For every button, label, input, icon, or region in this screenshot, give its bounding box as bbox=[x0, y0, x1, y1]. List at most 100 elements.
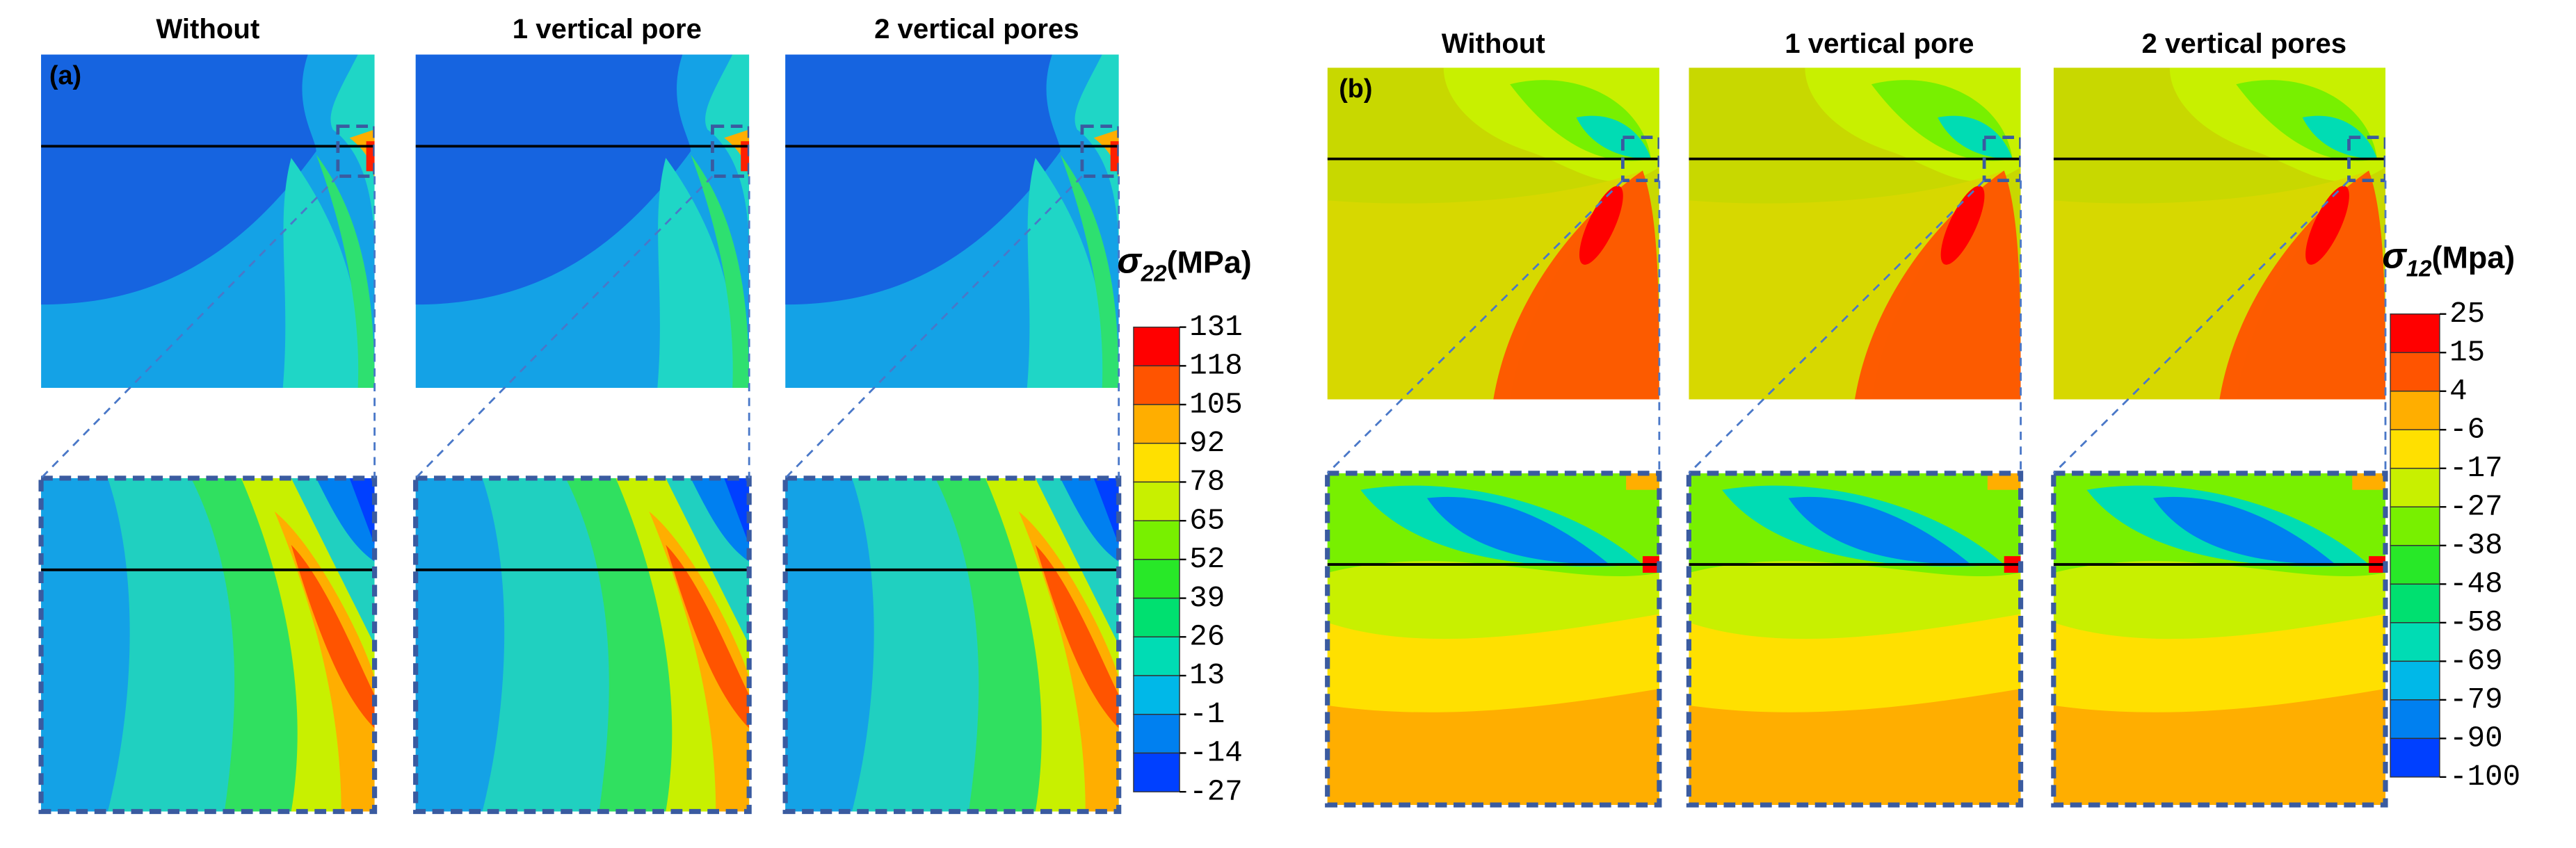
column-title: Without bbox=[1442, 28, 1545, 59]
contour bbox=[785, 478, 1119, 812]
legend-swatch bbox=[1133, 520, 1180, 560]
legend-title: σ12(Mpa) bbox=[2382, 236, 2515, 282]
zoom-plot bbox=[2051, 471, 2388, 808]
legend-swatch bbox=[2390, 506, 2440, 546]
legend-swatch bbox=[1133, 714, 1180, 754]
legend-tick-label: 92 bbox=[1189, 427, 1225, 460]
column-title: 2 vertical pores bbox=[874, 13, 1079, 44]
zoom-box bbox=[711, 124, 750, 178]
contour bbox=[785, 54, 1119, 389]
legend-swatch bbox=[2390, 352, 2440, 392]
contour-plot bbox=[2053, 67, 2385, 400]
legend-unit: (MPa) bbox=[1167, 245, 1252, 280]
legend-swatch bbox=[2390, 583, 2440, 623]
connector bbox=[2052, 179, 2350, 474]
legend-swatch bbox=[2390, 468, 2440, 508]
legend-tick-label: -6 bbox=[2449, 414, 2485, 447]
legend-swatch bbox=[2390, 429, 2440, 469]
zoom-clip bbox=[785, 478, 1119, 812]
zoom-border bbox=[38, 475, 378, 815]
zoom-border bbox=[2051, 471, 2388, 808]
legend-swatch bbox=[2390, 313, 2440, 353]
panels: Without 1 vertical pore 2 vertical pores (a… bbox=[38, 13, 2520, 815]
legend-swatch bbox=[1133, 559, 1180, 599]
contour bbox=[415, 54, 750, 389]
contour-plot bbox=[1327, 67, 1659, 400]
legend-tick-label: 13 bbox=[1189, 659, 1225, 692]
contour bbox=[415, 478, 750, 812]
legend-swatch bbox=[1133, 365, 1180, 405]
zoom-box bbox=[336, 124, 375, 178]
legend-swatch bbox=[1133, 326, 1180, 367]
zoom-clip bbox=[41, 478, 375, 812]
legend-tick-label: -17 bbox=[2449, 452, 2503, 485]
panel: Without 1 vertical pore 2 vertical pores (a… bbox=[38, 13, 1252, 815]
legend-tick-label: -27 bbox=[1189, 775, 1243, 808]
contour-plot bbox=[415, 54, 750, 389]
legend-tick-label: -27 bbox=[2449, 491, 2503, 524]
legend-tick-label: 4 bbox=[2449, 375, 2468, 408]
zoom-plot bbox=[1325, 471, 1662, 808]
contour bbox=[2053, 67, 2385, 400]
legend-tick-label: -69 bbox=[2449, 645, 2503, 678]
legend-swatch bbox=[2390, 737, 2440, 778]
contour-plot bbox=[41, 54, 375, 389]
zoom-plot bbox=[38, 475, 378, 815]
legend-symbol: σ bbox=[2382, 236, 2408, 277]
legend-swatch bbox=[1133, 675, 1180, 715]
column-title: 1 vertical pore bbox=[513, 13, 702, 44]
legend-swatch bbox=[2390, 391, 2440, 430]
panel-label: (b) bbox=[1339, 74, 1372, 104]
legend-tick-label: -48 bbox=[2449, 568, 2503, 601]
legend-swatch bbox=[2390, 622, 2440, 662]
legend-tick-label: 26 bbox=[1189, 621, 1225, 654]
legend-swatch bbox=[2390, 699, 2440, 740]
legend-unit: (Mpa) bbox=[2432, 240, 2515, 275]
zoom-box bbox=[1080, 124, 1119, 178]
legend-tick-label: -38 bbox=[2449, 529, 2503, 562]
legend-tick-label: 131 bbox=[1189, 311, 1243, 344]
legend-swatch bbox=[1133, 636, 1180, 676]
legend-tick-label: -90 bbox=[2449, 722, 2503, 756]
contour-plot bbox=[785, 54, 1119, 389]
zoom-border bbox=[782, 475, 1122, 815]
zoom-border bbox=[413, 475, 752, 815]
legend-swatch bbox=[1133, 443, 1180, 483]
zoom-border bbox=[1325, 471, 1662, 808]
connector bbox=[1688, 179, 1986, 474]
zoom-box bbox=[1982, 136, 2021, 183]
legend-subscript: 12 bbox=[2406, 256, 2432, 282]
legend-tick-label: -58 bbox=[2449, 606, 2503, 639]
contour bbox=[1327, 67, 1659, 400]
legend-tick-label: -1 bbox=[1189, 698, 1225, 731]
contour bbox=[1689, 473, 2021, 806]
panel-label: (a) bbox=[49, 61, 81, 90]
connector bbox=[40, 175, 339, 479]
legend-swatch bbox=[1133, 481, 1180, 521]
legend-tick-label: 25 bbox=[2449, 297, 2485, 331]
contour bbox=[1327, 473, 1659, 806]
legend-swatch bbox=[1133, 404, 1180, 444]
contour bbox=[41, 478, 375, 812]
contour-plot bbox=[1689, 67, 2021, 400]
legend-tick-label: 78 bbox=[1189, 466, 1225, 499]
zoom-clip bbox=[1327, 473, 1659, 806]
legend-tick-label: -79 bbox=[2449, 683, 2503, 717]
legend-swatch bbox=[1133, 752, 1180, 792]
legend-symbol: σ bbox=[1117, 241, 1143, 282]
zoom-box bbox=[2347, 136, 2385, 183]
connector bbox=[414, 175, 714, 479]
legend-tick-label: 65 bbox=[1189, 504, 1225, 537]
zoom-clip bbox=[415, 478, 750, 812]
legend-swatch bbox=[2390, 660, 2440, 701]
connector bbox=[1326, 179, 1624, 474]
zoom-plot bbox=[413, 475, 752, 815]
panel: Without 1 vertical pore 2 vertical pores (b… bbox=[1325, 28, 2520, 808]
legend-title: σ22(MPa) bbox=[1117, 241, 1251, 287]
contour bbox=[41, 54, 375, 389]
legend-tick-label: -14 bbox=[1189, 737, 1243, 770]
legend-tick-label: 39 bbox=[1189, 582, 1225, 615]
legend-tick-label: -100 bbox=[2449, 760, 2520, 794]
zoom-clip bbox=[2053, 473, 2385, 806]
